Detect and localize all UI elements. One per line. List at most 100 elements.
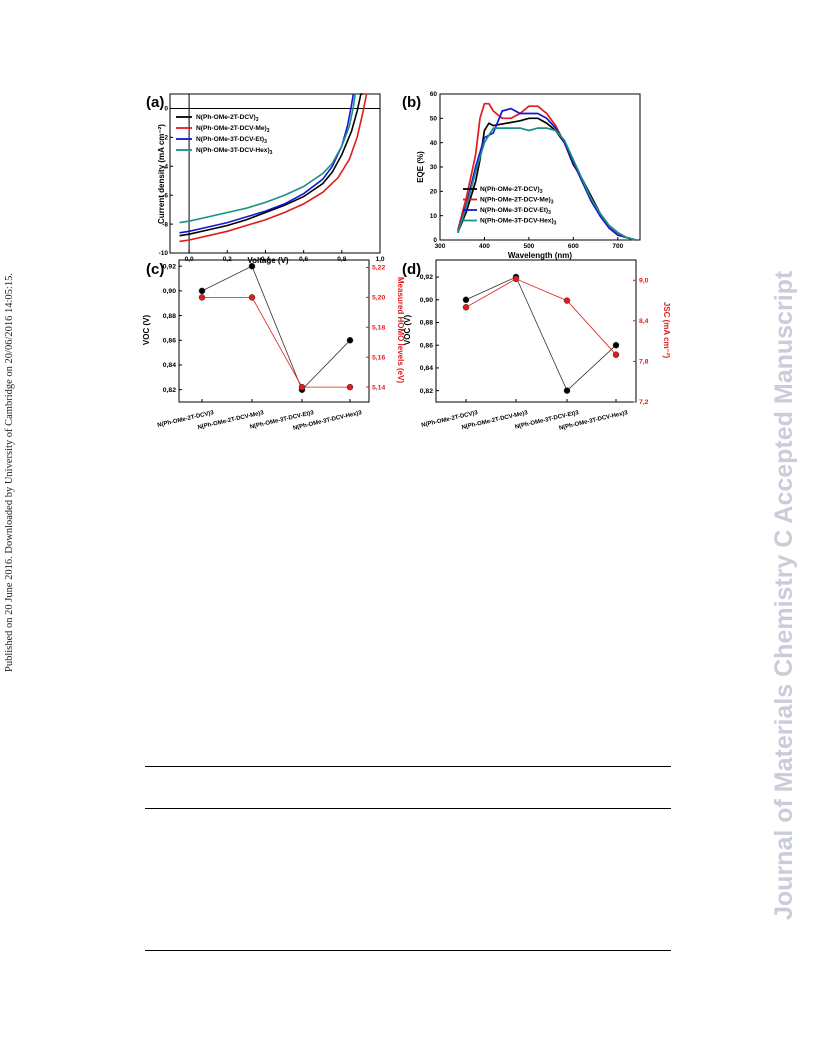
legend-label-a-3-subscript: 3 bbox=[264, 139, 267, 145]
jv-curve-3 bbox=[179, 93, 355, 234]
series-line-d-2 bbox=[465, 278, 617, 355]
panel-a-label: (a) bbox=[146, 94, 164, 111]
data-point-c-1 bbox=[198, 287, 206, 295]
panel-b: (b) 300 400 500 600 700 0 10 20 30 40 50 60 N(Ph-OM… bbox=[402, 91, 641, 260]
y2-tick-label-d: 9,0 bbox=[639, 277, 649, 284]
legend-label-b-2: N(Ph-OMe-2T-DCV-Me)3 bbox=[480, 197, 554, 206]
y-axis-label-b: EQE (%) bbox=[416, 151, 425, 183]
legend-label-b-4: N(Ph-OMe-3T-DCV-Hex)3 bbox=[480, 218, 557, 227]
y-tick-label-d: 0,92 bbox=[420, 274, 433, 281]
panel-c: (c) 0,82 0,84 0,86 0,88 0,90 0,92 5,14 5,16 5,18… bbox=[142, 259, 405, 432]
panel-a: (a) 0,0 0,2 0,4 0,6 0,8 1,00-2-4-6-8-10 N(Ph-… bbox=[146, 93, 385, 265]
y-tick-label-b: 60 bbox=[430, 91, 438, 98]
y-tick-label-b: 40 bbox=[430, 140, 438, 147]
series-line-c-1 bbox=[201, 265, 351, 391]
table-header-rule bbox=[145, 808, 671, 809]
y2-tick-label-c: 5,14 bbox=[372, 384, 385, 391]
data-point-c-1 bbox=[346, 337, 354, 344]
y2-tick-label-c: 5,18 bbox=[372, 324, 385, 331]
y-tick-label-c: 0,86 bbox=[163, 337, 176, 344]
y-tick-label-b: 20 bbox=[430, 189, 438, 196]
x-tick-label-b: 400 bbox=[479, 243, 490, 250]
panel-c-label: (c) bbox=[146, 261, 164, 278]
y-tick-label-c: 0,92 bbox=[163, 263, 176, 270]
y-tick-label-c: 0,84 bbox=[163, 362, 176, 369]
legend-label-b-1: N(Ph-OMe-2T-DCV)3 bbox=[480, 186, 543, 195]
y2-tick-label-c: 5,20 bbox=[372, 295, 385, 302]
y-tick-label-c: 0,82 bbox=[163, 387, 176, 394]
y-tick-label-b: 0 bbox=[433, 237, 437, 244]
jv-curve-1 bbox=[179, 93, 363, 237]
y-tick-label-a: -10 bbox=[159, 250, 169, 257]
panel-d: (d) 0,82 0,84 0,86 0,88 0,90 0,92 7,2 7,8 8,4 9,0… bbox=[402, 259, 671, 432]
eqe-curve-4 bbox=[456, 127, 636, 241]
series-line-c-2 bbox=[202, 296, 350, 388]
data-point-c-2 bbox=[248, 294, 256, 301]
y-tick-label-a: 0 bbox=[164, 106, 168, 113]
series-line-d-1 bbox=[465, 276, 617, 392]
y-tick-label-c: 0,90 bbox=[163, 288, 176, 295]
curves-a bbox=[179, 93, 369, 243]
y-axis-label-d: VOC (V) bbox=[403, 315, 412, 346]
axes-b: 300 400 500 600 700 0 10 20 30 40 50 60 bbox=[430, 91, 624, 250]
x-axis-label-b: Wavelength (nm) bbox=[508, 251, 572, 260]
y2-tick-label-c: 5,22 bbox=[372, 265, 385, 272]
y-tick-label-d: 0,82 bbox=[420, 388, 433, 395]
y-tick-label-a: -4 bbox=[162, 163, 168, 170]
y-tick-label-b: 10 bbox=[430, 213, 438, 220]
legend-label-a-4-subscript: 3 bbox=[270, 150, 273, 156]
legend-label-a-1: N(Ph-OMe-2T-DCV)3 bbox=[196, 114, 259, 123]
data-point-d-1 bbox=[612, 341, 620, 349]
y-tick-label-d: 0,88 bbox=[420, 320, 433, 327]
x-tick-label-b: 500 bbox=[523, 243, 534, 250]
jv-curve-2 bbox=[179, 93, 369, 243]
data-point-c-1 bbox=[248, 262, 256, 270]
data-point-d-1 bbox=[462, 296, 470, 304]
y-axis-label-a: Current density (mA cm⁻²) bbox=[157, 124, 166, 224]
legend-label-b-1-text: N(Ph-OMe-2T-DCV) bbox=[480, 186, 540, 193]
y-tick-label-d: 0,86 bbox=[420, 342, 433, 349]
data-point-d-2 bbox=[512, 275, 520, 283]
y-tick-label-a: -2 bbox=[162, 135, 168, 142]
data-point-d-2 bbox=[612, 351, 620, 358]
jv-curve-4 bbox=[179, 93, 356, 224]
data-point-d-2 bbox=[563, 297, 571, 304]
curves-b bbox=[456, 102, 636, 241]
data-point-c-2 bbox=[298, 383, 306, 391]
x-tick-label-b: 300 bbox=[435, 243, 446, 250]
legend-label-a-2: N(Ph-OMe-2T-DCV-Me)3 bbox=[196, 125, 270, 134]
legend-label-b-2-subscript: 3 bbox=[551, 200, 554, 206]
legend-label-b-4-subscript: 3 bbox=[554, 221, 557, 227]
legend-label-b-3: N(Ph-OMe-3T-DCV-Et)3 bbox=[480, 207, 551, 216]
legend-label-a-2-subscript: 3 bbox=[267, 128, 270, 134]
panel-b-label: (b) bbox=[402, 94, 421, 111]
legend-b: N(Ph-OMe-2T-DCV)3N(Ph-OMe-2T-DCV-Me)3N(P… bbox=[463, 186, 557, 227]
x-tick-label-b: 700 bbox=[612, 243, 623, 250]
x-tick-label-b: 600 bbox=[568, 243, 579, 250]
data-point-c-2 bbox=[346, 383, 354, 391]
table-top-rule bbox=[145, 766, 671, 767]
data-point-d-2 bbox=[462, 304, 470, 311]
plot-area-c bbox=[178, 259, 370, 403]
legend-a: N(Ph-OMe-2T-DCV)3N(Ph-OMe-2T-DCV-Me)3N(P… bbox=[176, 114, 273, 156]
data-point-d-1 bbox=[563, 387, 571, 394]
plot-area-a bbox=[169, 93, 381, 254]
legend-label-b-3-text: N(Ph-OMe-3T-DCV-Et) bbox=[480, 207, 548, 214]
y-tick-label-b: 30 bbox=[430, 164, 438, 171]
legend-label-b-4-text: N(Ph-OMe-3T-DCV-Hex) bbox=[480, 218, 554, 225]
panel-d-label: (d) bbox=[402, 261, 421, 278]
y2-axis-label-c: Measured HOMO levels (eV) bbox=[396, 277, 405, 384]
y-tick-label-d: 0,90 bbox=[420, 297, 433, 304]
y2-axis-label-d: JSC (mA cm⁻²) bbox=[662, 302, 671, 359]
y-tick-label-a: -8 bbox=[162, 221, 168, 228]
legend-label-a-4-text: N(Ph-OMe-3T-DCV-Hex) bbox=[196, 147, 270, 154]
legend-label-b-2-text: N(Ph-OMe-2T-DCV-Me) bbox=[480, 197, 551, 204]
legend-label-a-4: N(Ph-OMe-3T-DCV-Hex)3 bbox=[196, 147, 273, 156]
data-point-c-2 bbox=[198, 294, 206, 301]
legend-label-a-1-text: N(Ph-OMe-2T-DCV) bbox=[196, 114, 256, 121]
legend-label-b-1-subscript: 3 bbox=[540, 189, 543, 195]
legend-label-a-3: N(Ph-OMe-3T-DCV-Et)3 bbox=[196, 136, 267, 145]
axes-c: 0,82 0,84 0,86 0,88 0,90 0,92 5,14 5,16 5,18 5,20… bbox=[157, 263, 386, 431]
plot-area-d bbox=[435, 259, 637, 403]
figure: (a) 0,0 0,2 0,4 0,6 0,8 1,00-2-4-6-8-10 N(Ph-… bbox=[142, 91, 671, 432]
